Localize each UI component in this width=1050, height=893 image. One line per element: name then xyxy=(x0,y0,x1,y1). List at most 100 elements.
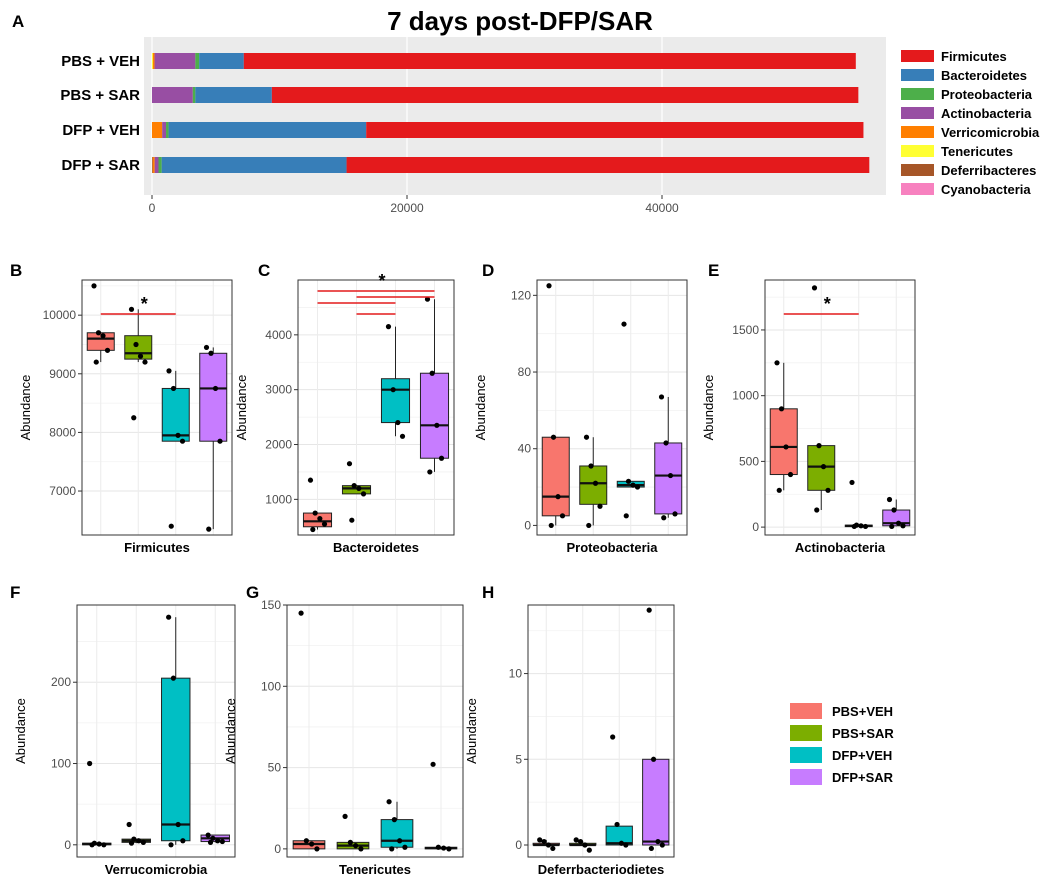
data-point xyxy=(386,799,392,805)
data-point xyxy=(206,526,212,532)
y-axis-label: Abundance xyxy=(473,375,488,441)
panel-a-bar-segment xyxy=(192,87,196,103)
x-axis-label: Actinobacteria xyxy=(795,540,886,555)
data-point xyxy=(168,842,174,848)
panel-a-bar-segment xyxy=(152,122,163,138)
data-point xyxy=(550,434,557,440)
data-point xyxy=(217,438,223,444)
panel-label: D xyxy=(482,261,494,280)
data-point xyxy=(849,479,855,486)
data-point xyxy=(672,511,678,517)
x-axis-label: Verrucomicrobia xyxy=(105,862,208,877)
box xyxy=(605,825,633,846)
group-legend-label: PBS+VEH xyxy=(832,704,893,719)
data-point xyxy=(131,836,137,842)
data-point xyxy=(168,523,174,529)
data-point xyxy=(895,520,902,526)
y-axis-label: Abundance xyxy=(18,375,33,441)
data-point xyxy=(814,507,820,513)
panel-d: D 0 40 80 120 Abundance Proteobacteria xyxy=(473,261,688,555)
panel-a-bar-segment xyxy=(168,122,367,138)
data-point xyxy=(555,494,561,500)
data-point xyxy=(360,491,367,497)
plot-frame xyxy=(286,604,464,858)
data-point xyxy=(424,296,431,302)
data-point xyxy=(661,515,667,521)
data-point xyxy=(811,285,818,291)
data-point xyxy=(175,432,181,438)
y-axis-label: Abundance xyxy=(234,375,249,441)
legend-label: Actinobacteria xyxy=(941,106,1032,121)
legend-swatch xyxy=(901,69,934,81)
data-point xyxy=(614,821,620,828)
data-point xyxy=(179,438,186,444)
data-point xyxy=(210,835,216,841)
box xyxy=(161,677,191,842)
box xyxy=(579,465,608,505)
data-point xyxy=(212,385,219,392)
y-tick-label: 80 xyxy=(518,365,532,379)
panel-a-tick-label: 20000 xyxy=(390,201,424,215)
group-legend-swatch xyxy=(790,703,822,719)
data-point xyxy=(548,522,554,529)
y-axis-label: Abundance xyxy=(701,375,716,441)
data-point xyxy=(353,843,359,849)
data-point xyxy=(630,482,636,488)
group-legend-label: DFP+VEH xyxy=(832,748,892,763)
panel-a-bar-segment xyxy=(346,157,870,173)
data-point xyxy=(356,485,362,491)
y-tick-label: 1000 xyxy=(732,389,759,403)
data-point xyxy=(358,846,364,852)
data-point xyxy=(307,477,314,483)
group-legend-label: DFP+SAR xyxy=(832,770,894,785)
data-point xyxy=(541,838,547,845)
data-point xyxy=(646,607,652,613)
data-point xyxy=(142,359,148,365)
plot-border xyxy=(76,604,236,858)
data-point xyxy=(597,503,603,509)
box xyxy=(654,442,683,515)
panel-a-bar-segment xyxy=(154,157,159,173)
data-point xyxy=(133,341,139,348)
data-point xyxy=(900,523,906,529)
data-point xyxy=(582,842,588,848)
data-point xyxy=(170,385,177,392)
data-point xyxy=(95,330,102,336)
data-point xyxy=(577,838,584,845)
data-point xyxy=(592,480,599,486)
y-tick-label: 8000 xyxy=(49,425,76,439)
data-point xyxy=(618,840,625,846)
legend-swatch xyxy=(901,88,934,100)
panel-a-legend: Firmicutes Bacteroidetes Proteobacteria Act… xyxy=(901,49,1040,197)
data-point xyxy=(128,840,135,846)
legend-label: Cyanobacteria xyxy=(941,182,1031,197)
panel-a-bar-segment xyxy=(195,53,200,69)
data-point xyxy=(310,526,316,533)
legend-swatch xyxy=(901,183,934,195)
panel-b: B 7000 8000 9000 10000 Abundance Firmicutes * xyxy=(10,261,233,555)
data-point xyxy=(390,387,396,393)
y-tick-label: 3000 xyxy=(265,383,292,397)
data-point xyxy=(787,471,794,478)
data-point xyxy=(175,821,181,828)
data-point xyxy=(312,510,318,516)
data-point xyxy=(441,845,447,851)
y-tick-label: 500 xyxy=(739,454,759,468)
y-tick-label: 4000 xyxy=(265,328,292,342)
data-point xyxy=(783,444,789,450)
legend-label: Tenericutes xyxy=(941,144,1013,159)
plot-border xyxy=(81,279,233,536)
data-point xyxy=(298,610,304,616)
y-tick-label: 150 xyxy=(261,598,281,612)
panel-g: G 0 50 100 150 Abundance Tenericutes xyxy=(223,583,464,877)
data-point xyxy=(100,333,106,339)
box xyxy=(302,512,333,528)
data-point xyxy=(101,842,107,848)
data-point xyxy=(208,350,214,356)
significance-star: * xyxy=(378,271,385,291)
plot-border xyxy=(536,279,688,536)
legend-swatch xyxy=(901,126,934,138)
data-point xyxy=(621,321,627,327)
y-tick-label: 7000 xyxy=(49,484,76,498)
